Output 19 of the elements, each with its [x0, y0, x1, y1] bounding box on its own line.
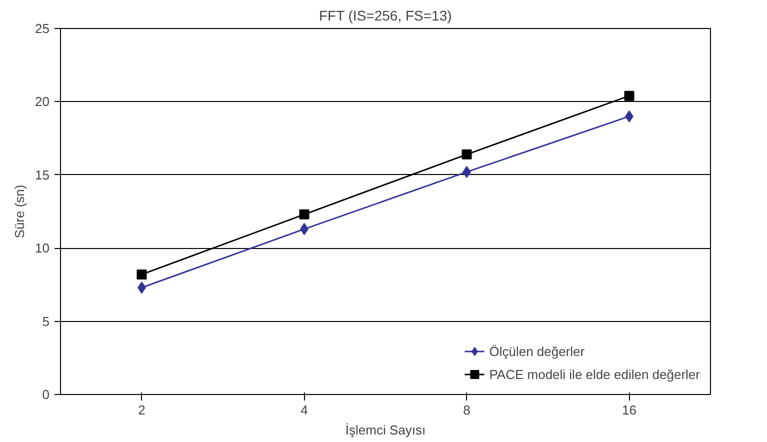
x-tick-label: 2	[138, 402, 146, 418]
legend-label: Ölçülen değerler	[489, 344, 585, 358]
y-tick-label: 0	[42, 387, 50, 402]
x-tick-label: 4	[300, 402, 308, 418]
y-tick-label: 5	[42, 314, 50, 329]
y-tick-label: 25	[35, 21, 50, 36]
point	[624, 90, 634, 101]
y-axis-title: Süre (sn)	[12, 184, 28, 238]
y-tick-label: 10	[35, 240, 50, 256]
chart-title: FFT (IS=256, FS=13)	[318, 8, 452, 24]
point	[462, 149, 472, 160]
x-tick-label: 8	[463, 402, 470, 418]
legend-label: PACE modeli ile elde edilen değerler	[489, 366, 700, 382]
x-tick-label: 16	[622, 402, 636, 418]
y-tick-label: 15	[35, 167, 50, 182]
point	[136, 269, 147, 280]
point	[299, 209, 310, 220]
y-tick-label: 20	[35, 94, 50, 110]
x-axis-title: İşlemci Sayısı	[345, 422, 426, 438]
